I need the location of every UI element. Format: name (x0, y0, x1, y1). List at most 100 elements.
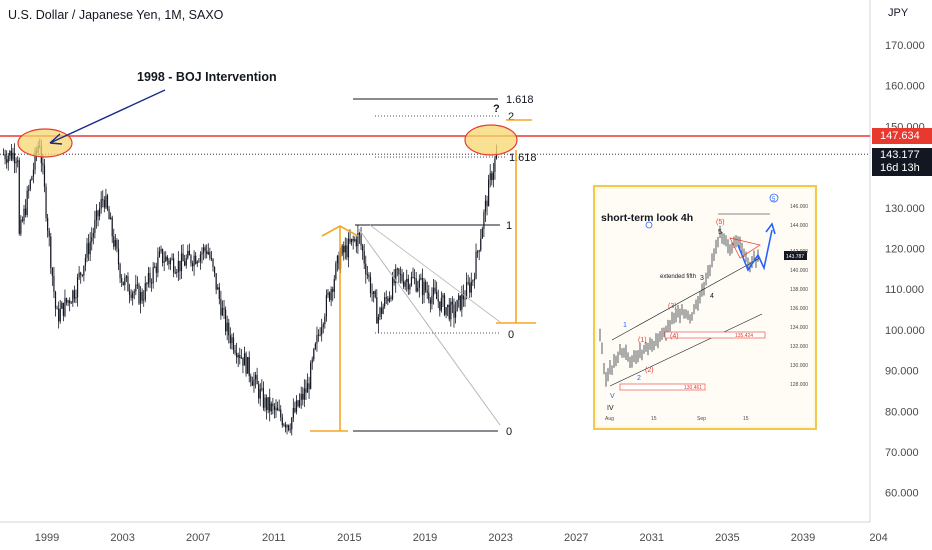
candle-body (445, 307, 447, 315)
projection-left-head (321, 225, 359, 237)
candle-body (327, 292, 329, 296)
inset-y-tick: 130.000 (790, 363, 808, 369)
candle-body (9, 150, 11, 156)
candle-body (369, 277, 372, 294)
candle-body (111, 217, 113, 237)
candle-body (21, 219, 24, 221)
inset-y-tick: 144.000 (790, 223, 808, 229)
candle-body (313, 348, 315, 360)
candle-body (406, 278, 408, 282)
candle-body (64, 298, 66, 316)
time-tick-label: 2035 (715, 532, 739, 544)
candle-body (384, 297, 386, 307)
candle-body (357, 233, 359, 247)
candle-body (335, 263, 337, 280)
candle-body (289, 429, 291, 431)
price-tick-label: 170.000 (885, 40, 925, 52)
candle-body (239, 355, 241, 358)
candle-body (418, 279, 420, 288)
candle-body (429, 299, 431, 304)
candle-body (157, 256, 159, 273)
inset-y-tick: 146.000 (790, 204, 808, 210)
candle-body (276, 407, 279, 411)
fib-label-1: 1 (506, 220, 512, 232)
candle-body (138, 284, 140, 304)
candle-body (18, 160, 20, 234)
candle-body (382, 306, 384, 314)
inset-y-tick: 128.000 (790, 382, 808, 388)
candle-body (2, 154, 5, 156)
candle-body (210, 258, 213, 260)
candle-body (243, 353, 246, 366)
candle-body (270, 403, 272, 412)
candle-body (106, 195, 109, 210)
candle-body (467, 282, 469, 284)
candle-body (477, 251, 479, 253)
time-tick-label: 2011 (262, 532, 286, 544)
candle-body (72, 290, 74, 303)
candle-body (415, 278, 417, 292)
candle-body (437, 299, 439, 302)
inset-y-tick: 140.000 (790, 268, 808, 274)
candle-body (380, 307, 383, 314)
candle-body (188, 250, 190, 256)
inset-y-tick: 132.000 (790, 344, 808, 350)
price-tick-label: 70.000 (885, 447, 919, 459)
candle-body (105, 195, 107, 208)
inset-wave-label: 5 (718, 229, 722, 236)
candle-body (62, 302, 64, 316)
candle-body (12, 152, 14, 160)
candle-body (102, 199, 104, 201)
fib-label-0: 0 (508, 329, 514, 341)
currency-label: JPY (888, 7, 909, 19)
candle-body (410, 277, 413, 285)
candle-body (442, 295, 444, 298)
candle-body (407, 278, 409, 290)
candle-body (114, 240, 116, 247)
candle-body (223, 308, 225, 310)
candle-body (176, 272, 178, 274)
candle-body (34, 150, 36, 170)
inset-wave-label: 2 (637, 375, 641, 382)
question-mark: ? (493, 103, 500, 115)
candle-body (484, 200, 487, 213)
candle-body (136, 284, 139, 286)
candle-body (305, 388, 307, 393)
candle-body (269, 397, 271, 412)
candle-body (450, 301, 452, 320)
candle-body (32, 169, 35, 177)
candle-body (127, 276, 129, 292)
candle-body (440, 297, 442, 311)
candle-body (173, 258, 175, 273)
inset-wave-label: 4 (710, 293, 714, 300)
time-tick-label: 2007 (186, 532, 210, 544)
candle-body (213, 266, 216, 274)
candle-body (160, 249, 162, 252)
candle-body (453, 304, 455, 318)
candle-body (10, 150, 13, 160)
time-tick-label: 1999 (35, 532, 59, 544)
candle-body (295, 400, 298, 412)
candle-body (387, 298, 389, 302)
candle-body (28, 188, 30, 191)
candle-body (168, 260, 170, 265)
candle-body (288, 425, 290, 430)
candle-body (13, 152, 16, 164)
time-tick-label: 2015 (337, 532, 361, 544)
candle-body (97, 210, 99, 217)
candle-body (146, 283, 148, 285)
candle-body (193, 255, 195, 267)
candle-body (75, 297, 77, 299)
candle-body (121, 278, 123, 282)
candle-body (377, 316, 379, 324)
candle-body (87, 243, 90, 255)
inset-y-tick: 136.000 (790, 306, 808, 312)
candle-body (165, 256, 167, 262)
candle-body (15, 161, 17, 164)
candle-body (316, 334, 318, 344)
candle-body (412, 277, 414, 279)
candle-body (322, 324, 324, 328)
price-tick-label: 100.000 (885, 325, 925, 337)
trend-line-upper (369, 224, 501, 323)
